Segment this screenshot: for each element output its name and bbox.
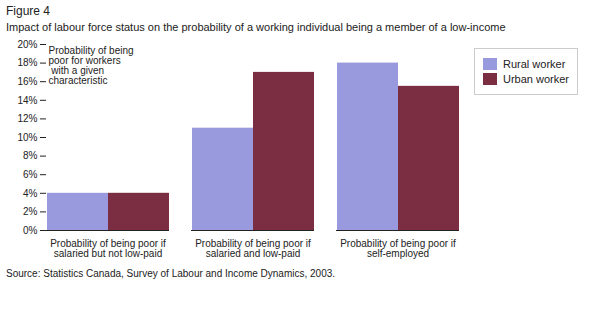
svg-text:0%: 0% <box>23 225 38 236</box>
html-text:Impact of labour force status: Impact of labour force status on the pro… <box>6 21 506 33</box>
html-text:Source: Statistics Canada, Sur: Source: Statistics Canada, Survey of Lab… <box>6 268 336 279</box>
svg-text:8%: 8% <box>23 150 38 161</box>
svg-text:20%: 20% <box>17 39 37 50</box>
html-text:Figure 4: Figure 4 <box>6 4 50 18</box>
html-text:Rural worker: Rural worker <box>503 58 566 70</box>
svg-text:12%: 12% <box>17 113 37 124</box>
svg-text:4%: 4% <box>23 188 38 199</box>
svg-text:Probability of beingpoor for w: Probability of beingpoor for workers wit… <box>49 45 134 86</box>
svg-text:Probability of being poor ifsa: Probability of being poor ifsalaried but… <box>50 238 166 259</box>
svg-text:6%: 6% <box>23 169 38 180</box>
svg-text:Probability of being poor ifse: Probability of being poor ifself-employe… <box>340 238 456 259</box>
svg-text:Probability of being poor ifsa: Probability of being poor ifsalaried and… <box>195 238 311 259</box>
svg-text:16%: 16% <box>17 76 37 87</box>
html-text:Urban worker: Urban worker <box>503 73 569 85</box>
svg-text:18%: 18% <box>17 57 37 68</box>
svg-text:10%: 10% <box>17 132 37 143</box>
svg-text:2%: 2% <box>23 206 38 217</box>
svg-text:14%: 14% <box>17 95 37 106</box>
